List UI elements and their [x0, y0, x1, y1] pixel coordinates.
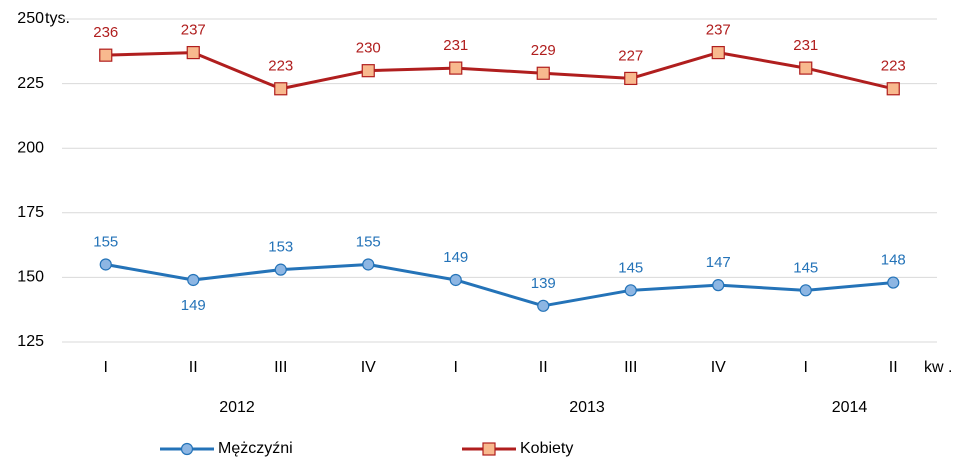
- data-point: [361, 64, 375, 78]
- data-point: [449, 273, 462, 287]
- data-point: [799, 61, 813, 75]
- value-label: 237: [706, 22, 731, 39]
- value-label: 231: [443, 37, 468, 54]
- legend-label: Kobiety: [520, 440, 573, 457]
- data-point: [186, 45, 200, 60]
- data-point: [624, 284, 637, 297]
- y-tick-label: 225: [17, 75, 44, 92]
- x-tick-label: IV: [711, 359, 726, 376]
- data-point: [99, 258, 112, 271]
- x-tick-label: I: [104, 359, 108, 376]
- value-label: 145: [618, 259, 643, 276]
- data-point: [887, 276, 900, 289]
- value-label: 155: [93, 233, 118, 250]
- value-label: 223: [268, 58, 293, 75]
- value-label: 237: [181, 22, 206, 39]
- data-point: [886, 82, 900, 96]
- value-label: 139: [531, 275, 556, 292]
- data-point: [99, 48, 113, 62]
- x-tick-label: IV: [361, 359, 376, 376]
- year-label: 2012: [219, 399, 255, 416]
- value-label: 229: [531, 42, 556, 59]
- y-tick-label: 175: [17, 204, 44, 221]
- data-point: [624, 71, 638, 86]
- value-label: 153: [268, 239, 293, 256]
- legend-label: Mężczyźni: [218, 440, 293, 457]
- data-point: [362, 258, 375, 271]
- value-label: 231: [793, 37, 818, 54]
- value-label: 223: [881, 58, 906, 75]
- x-tick-label: III: [274, 359, 287, 376]
- value-label: 155: [356, 233, 381, 250]
- data-point: [711, 45, 725, 60]
- y-tick-label: 250: [17, 10, 44, 27]
- legend-marker: [482, 442, 496, 456]
- value-label: 148: [881, 252, 906, 269]
- x-unit-label: kw .: [924, 359, 952, 376]
- year-label: 2014: [832, 399, 868, 416]
- data-point: [712, 279, 725, 292]
- data-point: [274, 263, 287, 276]
- value-label: 149: [443, 249, 468, 266]
- value-label: 149: [181, 297, 206, 314]
- x-tick-label: I: [454, 359, 458, 376]
- series-line: [105, 262, 894, 308]
- data-point: [537, 299, 550, 312]
- value-label: 227: [618, 47, 643, 64]
- y-tick-label: 150: [17, 269, 44, 286]
- series-line: [105, 51, 894, 91]
- x-tick-label: II: [189, 359, 198, 376]
- data-point: [799, 284, 812, 297]
- y-tick-label: 125: [17, 333, 44, 350]
- data-point: [449, 61, 463, 75]
- x-tick-label: I: [804, 359, 808, 376]
- x-tick-label: III: [624, 359, 637, 376]
- data-point: [187, 273, 200, 287]
- unit-label: tys.: [45, 10, 70, 27]
- value-label: 236: [93, 24, 118, 41]
- y-tick-label: 200: [17, 139, 44, 156]
- value-label: 145: [793, 259, 818, 276]
- x-tick-label: II: [889, 359, 898, 376]
- value-label: 147: [706, 254, 731, 271]
- legend-marker: [180, 442, 194, 456]
- data-point: [274, 82, 288, 96]
- x-tick-label: II: [539, 359, 548, 376]
- value-label: 230: [356, 40, 381, 57]
- year-label: 2013: [569, 399, 605, 416]
- data-point: [536, 66, 550, 80]
